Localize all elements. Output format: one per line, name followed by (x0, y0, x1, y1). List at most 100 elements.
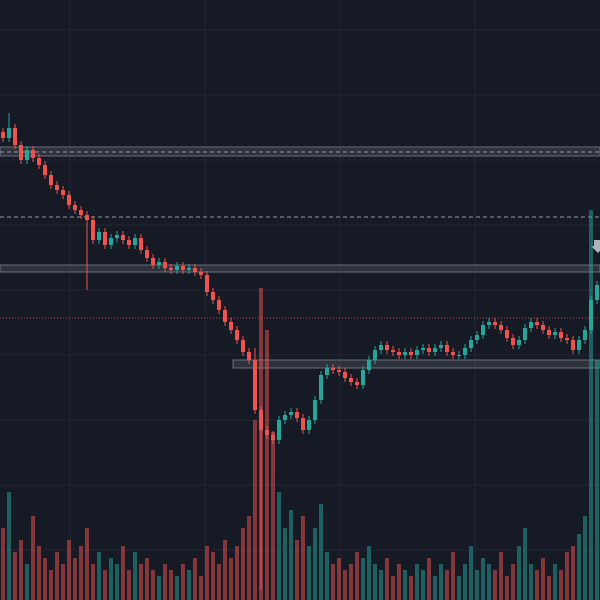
candle-body (163, 262, 167, 268)
volume-bar (367, 546, 371, 600)
candle-body (169, 268, 173, 270)
volume-bar (373, 564, 377, 600)
volume-bar (535, 570, 539, 600)
volume-bar (409, 576, 413, 600)
volume-bar (463, 564, 467, 600)
volume-bar (175, 576, 179, 600)
candle-body (55, 185, 59, 190)
candle-body (403, 352, 407, 355)
candle-body (283, 415, 287, 420)
candle-body (181, 266, 185, 270)
volume-bar (565, 552, 569, 600)
volume-bar (529, 564, 533, 600)
volume-bar (127, 570, 131, 600)
candle-body (463, 348, 467, 355)
candle-body (595, 285, 599, 300)
volume-bar (115, 564, 119, 600)
volume-bar (181, 564, 185, 600)
volume-bar (253, 420, 257, 600)
candle-body (445, 345, 449, 352)
candle-body (361, 370, 365, 385)
candle-body (319, 375, 323, 400)
candle-body (415, 350, 419, 355)
volume-bar (43, 558, 47, 600)
volume-bar (475, 570, 479, 600)
volume-bar (139, 564, 143, 600)
candle-body (349, 378, 353, 382)
volume-bar (91, 564, 95, 600)
volume-bar (553, 564, 557, 600)
volume-bar (517, 546, 521, 600)
candle-body (577, 340, 581, 350)
volume-bar (223, 540, 227, 600)
candle-body (217, 300, 221, 310)
volume-bar (595, 360, 599, 600)
candle-body (235, 330, 239, 340)
candle-body (199, 272, 203, 275)
candle-body (259, 410, 263, 430)
candle-body (583, 330, 587, 340)
volume-bar (7, 492, 11, 600)
volume-bar (97, 552, 101, 600)
candle-body (385, 345, 389, 350)
volume-bar (349, 564, 353, 600)
candle-body (535, 322, 539, 325)
volume-bar (445, 570, 449, 600)
candle-body (547, 330, 551, 335)
volume-bar (547, 576, 551, 600)
volume-bar (559, 570, 563, 600)
volume-bar (205, 546, 209, 600)
candle-body (205, 275, 209, 292)
volume-bar (583, 516, 587, 600)
candle-body (271, 435, 275, 440)
volume-bar (145, 558, 149, 600)
volume-bar (247, 516, 251, 600)
volume-bar (499, 552, 503, 600)
candle-body (133, 238, 137, 245)
candle-body (529, 322, 533, 328)
candle-body (379, 345, 383, 350)
candle-body (553, 332, 557, 335)
candle-body (1, 132, 5, 138)
volume-bar (67, 540, 71, 600)
candle-body (511, 338, 515, 345)
volume-bar (325, 552, 329, 600)
volume-bar (271, 432, 275, 600)
candle-body (85, 215, 89, 220)
candle-body (229, 322, 233, 330)
candle-body (499, 325, 503, 330)
candle-body (517, 340, 521, 345)
volume-bar (79, 546, 83, 600)
volume-bar (385, 558, 389, 600)
volume-bar (31, 516, 35, 600)
volume-bar (355, 552, 359, 600)
candle-body (73, 205, 77, 210)
zone (0, 264, 600, 273)
volume-bar (199, 576, 203, 600)
volume-bar (589, 210, 593, 600)
zone (0, 146, 600, 157)
candle-body (121, 235, 125, 240)
candle-body (367, 360, 371, 370)
volume-bar (283, 528, 287, 600)
volume-bar (379, 570, 383, 600)
candle-body (355, 382, 359, 385)
candle-body (541, 325, 545, 330)
volume-bar (457, 576, 461, 600)
candle-body (571, 340, 575, 350)
candle-body (307, 420, 311, 430)
candle-body (505, 330, 509, 338)
candle-body (457, 355, 461, 356)
volume-bar (37, 546, 41, 600)
candle-body (427, 348, 431, 352)
volume-bar (217, 564, 221, 600)
candle-body (37, 158, 41, 165)
volume-bar (295, 540, 299, 600)
volume-bar (421, 570, 425, 600)
volume-bar (133, 552, 137, 600)
candle-body (67, 195, 71, 205)
candle-body (397, 352, 401, 355)
